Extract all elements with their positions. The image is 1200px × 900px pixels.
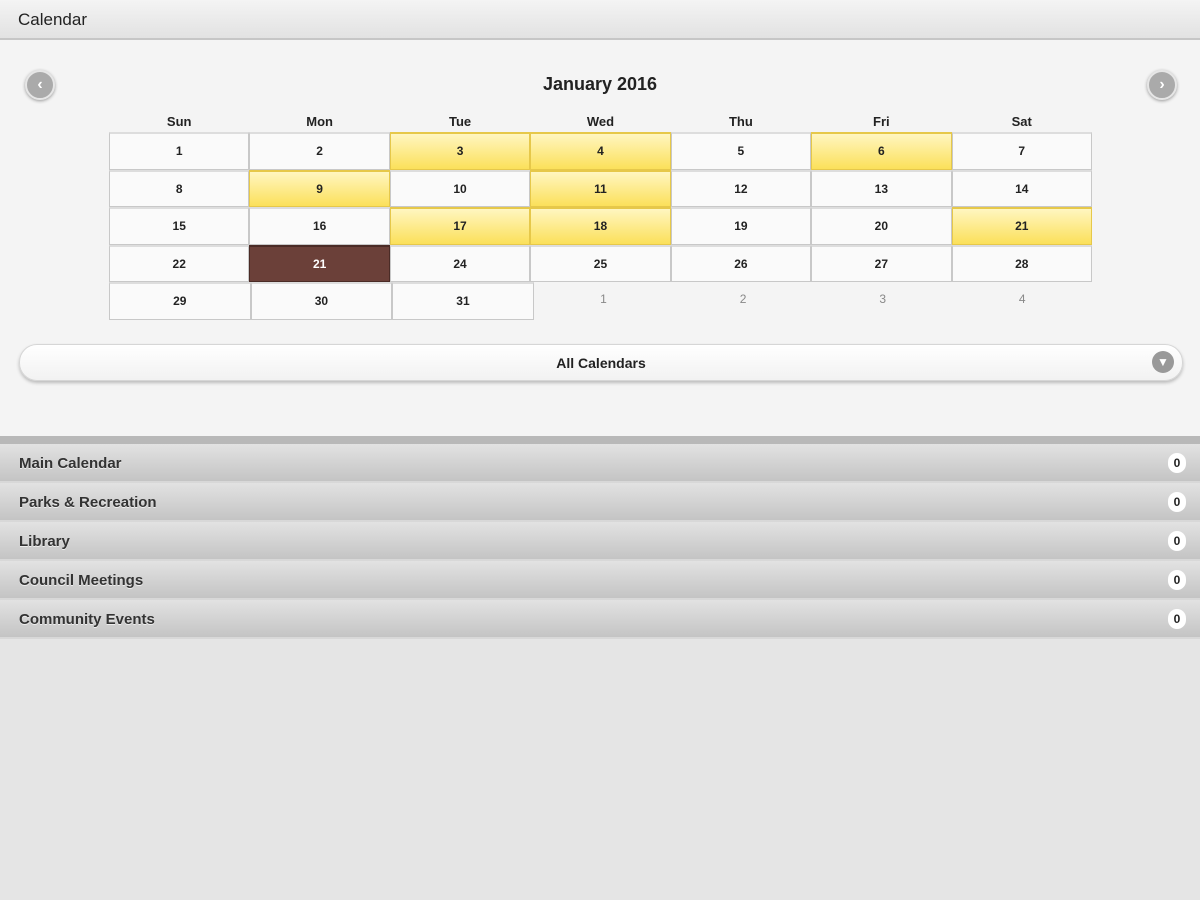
day-cell[interactable]: 26 [670, 244, 812, 282]
weekday-header: Wed [586, 114, 615, 129]
day-cell[interactable]: 27 [811, 244, 952, 282]
day-cell[interactable]: 5 [670, 132, 812, 170]
day-cell[interactable]: 30 [250, 282, 393, 320]
day-cell-event[interactable]: 21 [951, 207, 1092, 245]
weekday-header: Tue [448, 114, 472, 129]
day-cell[interactable]: 7 [951, 132, 1092, 170]
day-cell[interactable]: 22 [109, 244, 250, 282]
day-cell[interactable]: 20 [811, 207, 952, 245]
day-cell[interactable]: 19 [670, 207, 812, 245]
chevron-right-icon: › [1159, 76, 1165, 93]
week-row: 8 9 10 11 12 13 14 [109, 169, 1092, 207]
calendar-list-item[interactable]: Community Events 0 [0, 600, 1200, 639]
weekday-header: Mon [306, 114, 333, 129]
day-cell-other[interactable]: 1 [600, 292, 607, 306]
day-cell-event[interactable]: 4 [530, 132, 671, 170]
day-cell[interactable]: 8 [109, 169, 250, 207]
app-header: Calendar [0, 0, 1200, 40]
day-cell-event[interactable]: 17 [389, 207, 531, 245]
calendar-panel: ‹ January 2016 › Sun Mon Tue Wed Thu Fri Sat 1… [0, 40, 1200, 436]
chevron-down-icon: ▼ [1152, 351, 1174, 373]
calendar-name: Main Calendar [19, 455, 122, 472]
calendar-list-item[interactable]: Main Calendar 0 [0, 444, 1200, 483]
day-cell[interactable]: 29 [109, 282, 251, 320]
day-cell-event[interactable]: 3 [389, 132, 531, 170]
calendar-name: Council Meetings [19, 572, 144, 589]
chevron-left-icon: ‹ [37, 76, 43, 93]
day-cell[interactable]: 10 [389, 169, 531, 207]
day-cell[interactable]: 12 [670, 169, 812, 207]
day-cell-event[interactable]: 6 [811, 132, 952, 170]
day-cell-event[interactable]: 18 [530, 207, 671, 245]
day-cell[interactable]: 28 [951, 244, 1092, 282]
calendar-name: Community Events [19, 611, 155, 628]
event-count-badge: 0 [1168, 492, 1186, 512]
day-cell[interactable]: 24 [389, 244, 531, 282]
page-title: Calendar [18, 10, 87, 29]
day-cell[interactable]: 1 [109, 132, 250, 170]
calendar-name: Library [19, 533, 70, 550]
day-cell-other[interactable]: 2 [739, 292, 747, 306]
prev-month-button[interactable]: ‹ [25, 70, 55, 100]
calendar-filter-value: All Calendars [556, 355, 646, 371]
day-cell-event[interactable]: 9 [249, 169, 390, 207]
day-cell[interactable]: 16 [249, 207, 390, 245]
calendar-list-item[interactable]: Library 0 [0, 522, 1200, 561]
week-row: 22 21 24 25 26 27 28 [109, 244, 1092, 282]
weekday-header: Sat [1011, 114, 1032, 129]
month-title: January 2016 [542, 74, 658, 94]
day-cell-today[interactable]: 21 [249, 244, 390, 282]
day-cell-other[interactable]: 4 [1018, 292, 1026, 306]
event-count-badge: 0 [1168, 453, 1186, 473]
calendar-list: Main Calendar 0 Parks & Recreation 0 Library… [0, 436, 1200, 639]
day-cell[interactable]: 14 [951, 169, 1092, 207]
day-cell[interactable]: 15 [109, 207, 250, 245]
event-count-badge: 0 [1168, 570, 1186, 590]
day-cell-event[interactable]: 11 [530, 169, 671, 207]
calendar-name: Parks & Recreation [19, 494, 157, 511]
day-cell-other[interactable]: 3 [879, 292, 887, 306]
weekday-header: Fri [873, 114, 890, 129]
weekday-header: Thu [728, 114, 753, 129]
week-row: 15 16 17 18 19 20 21 [109, 207, 1092, 245]
day-cell[interactable]: 31 [392, 282, 534, 320]
day-cell[interactable]: 25 [530, 244, 671, 282]
calendar-filter-select[interactable]: All Calendars ▼ [19, 344, 1183, 381]
day-cell[interactable]: 13 [811, 169, 952, 207]
event-count-badge: 0 [1168, 609, 1186, 629]
calendar-list-item[interactable]: Parks & Recreation 0 [0, 483, 1200, 522]
week-row: 29 30 31 1 2 3 4 [109, 282, 1092, 320]
next-month-button[interactable]: › [1147, 70, 1177, 100]
event-count-badge: 0 [1168, 531, 1186, 551]
day-cell[interactable]: 2 [249, 132, 390, 170]
calendar-grid: Sun Mon Tue Wed Thu Fri Sat 1 2 3 4 5 6 7 8 9 10 11 12 13 1… [109, 114, 1092, 320]
calendar-list-item[interactable]: Council Meetings 0 [0, 561, 1200, 600]
weekday-header: Sun [166, 114, 192, 129]
